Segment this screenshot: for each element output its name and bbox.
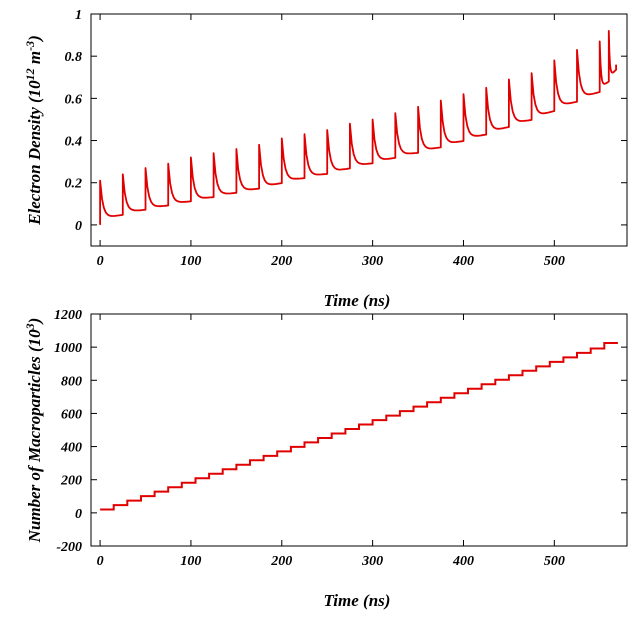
top-ylabel-mid: m	[25, 51, 44, 68]
bottom-x-tick-label: 300	[361, 554, 383, 569]
bottom-y-tick-label: 800	[61, 374, 82, 389]
bottom-y-axis-title: Number of Macroparticles (103)	[23, 318, 44, 544]
bottom-x-tick-label: 500	[544, 554, 565, 569]
bottom-x-axis-title: Time (ns)	[324, 591, 391, 610]
top-y-axis-title: Electron Density (1012 m-3)	[23, 35, 44, 226]
bottom-y-tick-label: -200	[56, 540, 82, 555]
top-y-tick-label: 0.4	[65, 135, 83, 150]
bottom-plot-frame	[90, 313, 628, 547]
top-y-tick-label: 0.2	[65, 177, 83, 192]
bottom-x-tick-label: 200	[270, 554, 292, 569]
bottom-y-tick-label: 1200	[54, 308, 82, 323]
bottom-y-tick-label: 1000	[54, 341, 82, 356]
top-ylabel-end: )	[25, 35, 44, 43]
top-x-tick-label: 200	[270, 254, 292, 269]
bottom-y-tick-label: 600	[61, 407, 82, 422]
top-ylabel-exp2: -3	[23, 41, 37, 51]
top-ticks: 0 100 200 300 400 500 0 0.2 0.4 0.6 0.8 1	[65, 8, 627, 269]
bottom-y-tick-label: 0	[75, 507, 82, 522]
top-ylabel-exp1: 12	[23, 68, 37, 80]
electron-density-line	[99, 30, 617, 225]
top-x-tick-label: 400	[452, 254, 474, 269]
top-y-tick-label: 0	[75, 219, 82, 234]
top-x-tick-label: 300	[361, 254, 383, 269]
bottom-y-tick-label: 400	[60, 441, 82, 456]
top-x-tick-label: 500	[544, 254, 565, 269]
bottom-ylabel-main: Number of Macroparticles (10	[25, 329, 44, 543]
bottom-x-tick-label: 0	[97, 554, 104, 569]
bottom-ylabel-exp1: 3	[23, 323, 37, 330]
bottom-ticks: 0 100 200 300 400 500 -200 0 200 400 600 800 1000 120…	[54, 308, 627, 569]
macroparticles-line	[100, 342, 618, 511]
top-y-tick-label: 0.8	[65, 50, 83, 65]
top-x-tick-label: 100	[180, 254, 201, 269]
macroparticles-series	[100, 342, 618, 511]
top-x-tick-label: 0	[97, 254, 104, 269]
bottom-x-tick-label: 100	[180, 554, 201, 569]
bottom-x-tick-label: 400	[452, 554, 474, 569]
electron-density-panel: 0 100 200 300 400 500 0 0.2 0.4 0.6 0.8 1 Time (ns)…	[23, 8, 628, 310]
top-y-tick-label: 0.6	[65, 92, 83, 107]
electron-density-series	[99, 30, 617, 225]
top-y-tick-label: 1	[75, 8, 82, 23]
bottom-ylabel-end: )	[25, 318, 44, 326]
top-x-axis-title: Time (ns)	[324, 291, 391, 310]
bottom-y-tick-label: 200	[60, 474, 82, 489]
top-ylabel-main: Electron Density (10	[25, 80, 44, 226]
macroparticles-panel: 0 100 200 300 400 500 -200 0 200 400 600 800 1000 120…	[23, 308, 628, 610]
top-plot-frame	[90, 13, 628, 247]
